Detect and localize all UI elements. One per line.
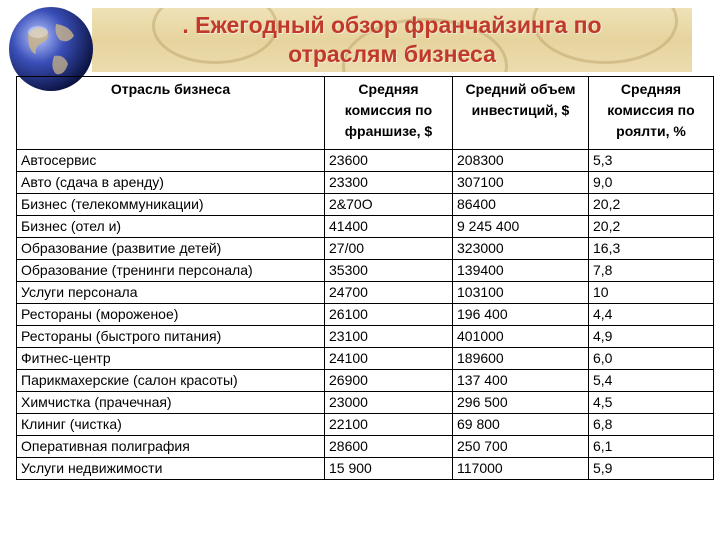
cell-industry: Рестораны (мороженое): [16, 303, 325, 326]
globe-icon: [9, 7, 93, 91]
cell-investment: 296 500: [452, 391, 589, 414]
table-row: Оперативная полиграфия 28600 250 700 6,1: [16, 435, 714, 458]
cell-investment: 103100: [452, 281, 589, 304]
cell-investment: 69 800: [452, 413, 589, 436]
cell-investment: 323000: [452, 237, 589, 260]
title-line-1: . Ежегодный обзор франчайзинга по: [182, 12, 602, 38]
cell-industry: Бизнес (отел и): [16, 215, 325, 238]
header-royalty: Средняя комиссия по роялти, %: [588, 76, 714, 150]
header-investment: Средний объем инвестиций, $: [452, 76, 589, 150]
cell-royalty: 7,8: [588, 259, 714, 282]
table-row: Бизнес (телекоммуникации) 2&70О 86400 20,2: [16, 193, 714, 216]
cell-industry: Автосервис: [16, 149, 325, 172]
page-title: . Ежегодный обзор франчайзинга по отрасл…: [92, 8, 692, 72]
cell-industry: Химчистка (прачечная): [16, 391, 325, 414]
cell-franchise-fee: 24700: [324, 281, 453, 304]
cell-royalty: 20,2: [588, 215, 714, 238]
cell-industry: Образование (развитие детей): [16, 237, 325, 260]
cell-franchise-fee: 22100: [324, 413, 453, 436]
cell-royalty: 6,8: [588, 413, 714, 436]
cell-industry: Парикмахерские (салон красоты): [16, 369, 325, 392]
header-industry: Отрасль бизнеса: [16, 76, 325, 150]
cell-royalty: 5,4: [588, 369, 714, 392]
cell-industry: Авто (сдача в аренду): [16, 171, 325, 194]
table-row: Бизнес (отел и) 41400 9 245 400 20,2: [16, 215, 714, 238]
table-row: Авто (сдача в аренду) 23300 307100 9,0: [16, 171, 714, 194]
cell-investment: 208300: [452, 149, 589, 172]
table-row: Клиниг (чистка) 22100 69 800 6,8: [16, 413, 714, 436]
cell-franchise-fee: 23300: [324, 171, 453, 194]
cell-royalty: 5,3: [588, 149, 714, 172]
title-line-2: отраслям бизнеса: [288, 41, 496, 67]
cell-franchise-fee: 15 900: [324, 457, 453, 480]
cell-royalty: 6,0: [588, 347, 714, 370]
cell-franchise-fee: 24100: [324, 347, 453, 370]
title-banner: [92, 8, 692, 72]
table-row: Услуги персонала 24700 103100 10: [16, 281, 714, 304]
table-row: Рестораны (быстрого питания) 23100 401000 4…: [16, 325, 714, 348]
cell-franchise-fee: 26100: [324, 303, 453, 326]
franchise-table: Отрасль бизнеса Средняя комиссия по фран…: [16, 76, 714, 480]
cell-investment: 401000: [452, 325, 589, 348]
cell-industry: Фитнес-центр: [16, 347, 325, 370]
cell-franchise-fee: 26900: [324, 369, 453, 392]
cell-investment: 307100: [452, 171, 589, 194]
cell-royalty: 5,9: [588, 457, 714, 480]
table-row: Образование (развитие детей) 27/00 323000 1…: [16, 237, 714, 260]
cell-royalty: 4,9: [588, 325, 714, 348]
cell-franchise-fee: 27/00: [324, 237, 453, 260]
table-row: Услуги недвижимости 15 900 117000 5,9: [16, 457, 714, 480]
cell-franchise-fee: 28600: [324, 435, 453, 458]
cell-royalty: 6,1: [588, 435, 714, 458]
cell-royalty: 4,5: [588, 391, 714, 414]
table-row: Химчистка (прачечная) 23000 296 500 4,5: [16, 391, 714, 414]
cell-industry: Клиниг (чистка): [16, 413, 325, 436]
cell-royalty: 10: [588, 281, 714, 304]
cell-investment: 137 400: [452, 369, 589, 392]
table-row: Рестораны (мороженое) 26100 196 400 4,4: [16, 303, 714, 326]
cell-industry: Бизнес (телекоммуникации): [16, 193, 325, 216]
cell-franchise-fee: 23100: [324, 325, 453, 348]
cell-investment: 196 400: [452, 303, 589, 326]
table-row: Фитнес-центр 24100 189600 6,0: [16, 347, 714, 370]
cell-franchise-fee: 41400: [324, 215, 453, 238]
cell-royalty: 16,3: [588, 237, 714, 260]
cell-franchise-fee: 35300: [324, 259, 453, 282]
table-header-row: Отрасль бизнеса Средняя комиссия по фран…: [16, 76, 714, 150]
table-row: Образование (тренинги персонала) 35300 139…: [16, 259, 714, 282]
cell-franchise-fee: 2&70О: [324, 193, 453, 216]
cell-franchise-fee: 23600: [324, 149, 453, 172]
cell-investment: 117000: [452, 457, 589, 480]
cell-investment: 9 245 400: [452, 215, 589, 238]
cell-industry: Услуги недвижимости: [16, 457, 325, 480]
header-franchise-fee: Средняя комиссия по франшизе, $: [324, 76, 453, 150]
cell-industry: Оперативная полиграфия: [16, 435, 325, 458]
cell-investment: 250 700: [452, 435, 589, 458]
cell-investment: 189600: [452, 347, 589, 370]
table-row: Автосервис 23600 208300 5,3: [16, 149, 714, 172]
cell-industry: Услуги персонала: [16, 281, 325, 304]
cell-royalty: 20,2: [588, 193, 714, 216]
cell-royalty: 4,4: [588, 303, 714, 326]
cell-industry: Рестораны (быстрого питания): [16, 325, 325, 348]
cell-investment: 86400: [452, 193, 589, 216]
cell-franchise-fee: 23000: [324, 391, 453, 414]
cell-investment: 139400: [452, 259, 589, 282]
cell-royalty: 9,0: [588, 171, 714, 194]
table-row: Парикмахерские (салон красоты) 26900 137 4…: [16, 369, 714, 392]
cell-industry: Образование (тренинги персонала): [16, 259, 325, 282]
table-body: Автосервис 23600 208300 5,3 Авто (сдача в ар…: [16, 149, 714, 480]
